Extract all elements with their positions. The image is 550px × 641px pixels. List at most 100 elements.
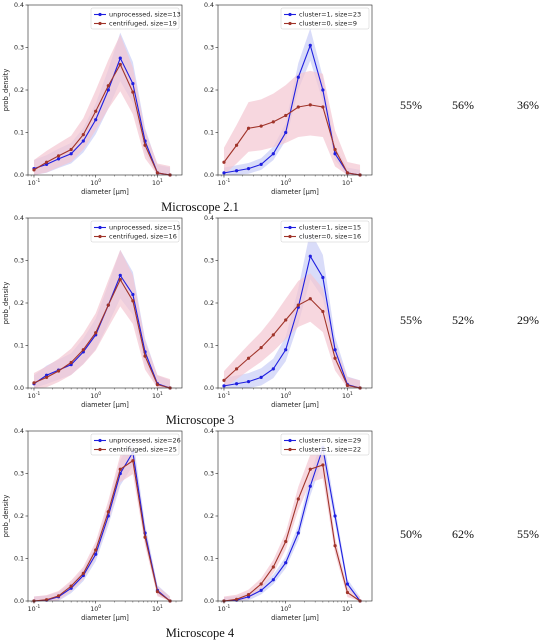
legend-marker (288, 12, 292, 17)
legend-marker (98, 225, 102, 230)
data-point (234, 382, 239, 386)
data-point (222, 378, 226, 382)
data-point (271, 333, 275, 337)
y-tick-label: 0.3 (14, 45, 24, 52)
data-point (345, 383, 350, 388)
data-point (259, 375, 263, 379)
data-point (259, 162, 263, 166)
row-caption-2: Microscope 3 (165, 413, 235, 427)
chart-svg: 0.0 0.1 0.2 0.3 0.4 10-1 100 101 diameter [µm] pr… (2, 428, 183, 622)
y-tick-label: 0.4 (14, 428, 24, 435)
legend-entry: cluster=1, size=15 (299, 224, 361, 232)
legend-box (90, 433, 180, 456)
data-point (118, 467, 122, 471)
y-tick-label: 0.0 (14, 598, 24, 605)
series-line-1 (33, 450, 171, 602)
data-point (155, 383, 160, 387)
legend-box (280, 220, 370, 243)
data-point (56, 154, 61, 158)
series-line-1 (223, 254, 361, 389)
data-point (308, 467, 312, 471)
x-tick-label: 10-1 (218, 604, 231, 613)
x-tick-label: 100 (90, 604, 101, 613)
y-tick-label: 0.4 (204, 428, 214, 435)
data-point (81, 571, 85, 575)
data-point (308, 297, 312, 301)
data-point (81, 139, 85, 143)
legend-entry: cluster=0, size=29 (299, 437, 361, 445)
y-tick-label: 0.2 (14, 87, 24, 94)
series-line-2 (223, 104, 361, 176)
row2-pct-1: 55% (400, 313, 422, 327)
y-tick-label: 0.3 (204, 471, 214, 478)
data-point (106, 510, 110, 514)
data-point (321, 463, 325, 467)
data-point (155, 171, 160, 175)
row1-pct-1: 55% (400, 98, 422, 112)
data-point (284, 348, 288, 352)
legend-marker (98, 12, 102, 17)
data-point (94, 548, 98, 552)
data-point (118, 56, 122, 60)
series-band-2 (223, 273, 361, 388)
data-point (155, 590, 160, 594)
data-point (345, 590, 350, 595)
legend-marker (288, 438, 292, 443)
legend-entry: unprocessed, size=15 (109, 224, 181, 232)
chart-2: 0.0 0.1 0.2 0.3 0.4 10-1 100 101 diameter [µm] cl… (190, 0, 380, 198)
data-point (246, 380, 251, 384)
data-point (131, 292, 135, 297)
x-tick-label: 101 (342, 391, 353, 400)
data-point (284, 318, 288, 322)
data-point (106, 84, 110, 88)
row1-pct-2: 56% (452, 98, 474, 112)
row-caption-1: Microscope 2.1 (161, 200, 239, 214)
x-tick-label: 100 (280, 178, 291, 187)
series-line-2 (223, 464, 361, 602)
series-line-2 (223, 298, 361, 389)
y-tick-label: 0.2 (204, 300, 214, 307)
x-axis-label: diameter [µm] (271, 401, 319, 409)
legend-box (90, 7, 180, 30)
x-tick-label: 101 (152, 391, 163, 400)
data-point (333, 514, 337, 518)
data-point (143, 535, 147, 539)
y-tick-label: 0.1 (14, 130, 24, 137)
data-point (94, 118, 98, 122)
legend-marker (98, 447, 102, 452)
chart-svg: 0.0 0.1 0.2 0.3 0.4 10-1 100 101 diameter [µm] cl… (204, 2, 373, 196)
series-band-1 (33, 437, 171, 601)
data-point (333, 356, 337, 360)
y-tick-label: 0.2 (204, 513, 214, 520)
data-point (345, 582, 350, 586)
data-point (69, 147, 73, 152)
y-tick-label: 0.0 (14, 172, 24, 179)
row1-pct-3: 36% (517, 98, 539, 112)
row-caption-3: Microscope 4 (165, 626, 235, 640)
legend-entry: unprocessed, size=13 (109, 11, 181, 19)
row3-pct-2: 62% (452, 527, 474, 541)
x-tick-label: 100 (90, 178, 101, 187)
x-tick-label: 10-1 (28, 178, 41, 187)
chart-svg: 0.0 0.1 0.2 0.3 0.4 10-1 100 101 diameter [µm] pr… (2, 215, 183, 409)
row3-pct-1: 50% (400, 527, 422, 541)
data-point (32, 381, 36, 385)
legend-entry: cluster=1, size=23 (299, 11, 361, 19)
data-point (259, 582, 263, 586)
x-axis-label: diameter [µm] (81, 614, 129, 622)
data-point (131, 82, 135, 86)
chart-4: 0.0 0.1 0.2 0.3 0.4 10-1 100 101 diameter [µm] cl… (190, 213, 380, 411)
legend-marker (288, 225, 292, 230)
series-line-2 (33, 63, 171, 176)
chart-1: 0.0 0.1 0.2 0.3 0.4 10-1 100 101 diameter [µm] pr… (0, 0, 190, 198)
data-point (222, 384, 226, 388)
data-point (44, 598, 49, 602)
x-tick-label: 101 (342, 604, 353, 613)
x-tick-label: 10-1 (28, 391, 41, 400)
y-tick-label: 0.0 (204, 385, 214, 392)
series-line-1 (33, 56, 171, 176)
x-tick-label: 101 (152, 604, 163, 613)
series-band-2 (223, 450, 361, 601)
chart-6: 0.0 0.1 0.2 0.3 0.4 10-1 100 101 diameter [µm] cl… (190, 426, 380, 624)
series-band-2 (33, 445, 171, 601)
